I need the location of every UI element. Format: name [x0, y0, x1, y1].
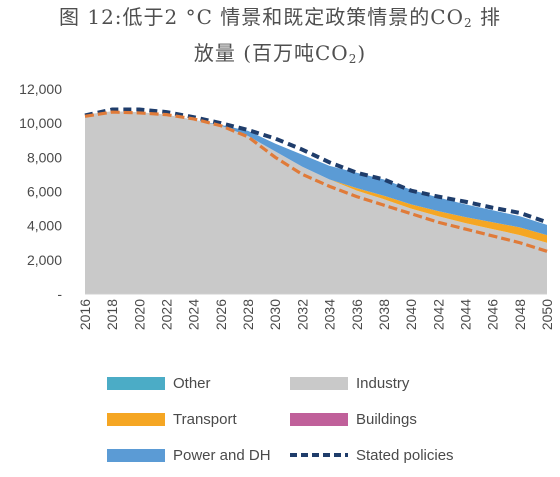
- x-tick-label: 2022: [159, 299, 175, 330]
- legend-label-other: Other: [173, 374, 211, 392]
- x-tick-label: 2020: [131, 299, 147, 330]
- legend-item-stated: Stated policies: [290, 445, 454, 465]
- legend-swatch-power: [107, 448, 165, 462]
- x-tick-label: 2044: [457, 299, 473, 330]
- area-industry: [85, 111, 547, 294]
- legend-swatch-buildings: [290, 412, 348, 426]
- x-tick-label: 2034: [322, 299, 338, 330]
- x-tick-label: 2042: [430, 299, 446, 330]
- legend-label-stated: Stated policies: [356, 446, 454, 464]
- legend-item-buildings: Buildings: [290, 409, 417, 429]
- x-tick-label: 2036: [349, 299, 365, 330]
- y-tick-label: 6,000: [27, 184, 62, 200]
- legend-label-power: Power and DH: [173, 446, 271, 464]
- legend-item-power: Power and DH: [107, 445, 271, 465]
- legend-label-buildings: Buildings: [356, 410, 417, 428]
- legend-swatch-other: [107, 376, 165, 390]
- x-tick-label: 2038: [376, 299, 392, 330]
- y-tick-label: -: [57, 286, 62, 302]
- y-tick-label: 10,000: [19, 115, 62, 131]
- x-tick-label: 2026: [213, 299, 229, 330]
- x-tick-label: 2018: [104, 299, 120, 330]
- area-power-and-dh: [85, 111, 547, 236]
- chart-title-line2: 放量 (百万吨CO2): [193, 41, 367, 66]
- legend-swatch-transport: [107, 412, 165, 426]
- legend-label-industry: Industry: [356, 374, 410, 392]
- line-stated-policies: [84, 107, 548, 225]
- x-tick-label: 2024: [186, 299, 202, 330]
- x-tick-label: 2032: [294, 299, 310, 330]
- legend-swatch-industry: [290, 376, 348, 390]
- x-tick-label: 2040: [403, 299, 419, 330]
- y-tick-label: 12,000: [19, 81, 62, 97]
- y-tick-label: 4,000: [27, 218, 62, 234]
- x-tick-label: 2016: [77, 299, 93, 330]
- legend-item-industry: Industry: [290, 373, 409, 393]
- legend-item-other: Other: [107, 373, 211, 393]
- legend-swatch-stated: [290, 453, 348, 457]
- x-tick-label: 2030: [267, 299, 283, 330]
- legend: Other Industry Transport Buildings Power…: [0, 365, 560, 475]
- y-tick-label: 8,000: [27, 149, 62, 165]
- x-tick-label: 2048: [512, 299, 528, 330]
- legend-label-transport: Transport: [173, 410, 237, 428]
- x-tick-label: 2046: [485, 299, 501, 330]
- chart-title: 图 12:低于2 °C 情景和既定政策情景的CO2 排 放量 (百万吨CO2): [0, 2, 560, 74]
- x-tick-label: 2028: [240, 299, 256, 330]
- area-transport: [85, 111, 547, 243]
- line-below-2c: [84, 110, 548, 253]
- x-tick-label: 2050: [539, 299, 555, 330]
- y-tick-label: 2,000: [27, 252, 62, 268]
- legend-item-transport: Transport: [107, 409, 237, 429]
- chart-title-line1: 图 12:低于2 °C 情景和既定政策情景的CO2 排: [59, 5, 501, 30]
